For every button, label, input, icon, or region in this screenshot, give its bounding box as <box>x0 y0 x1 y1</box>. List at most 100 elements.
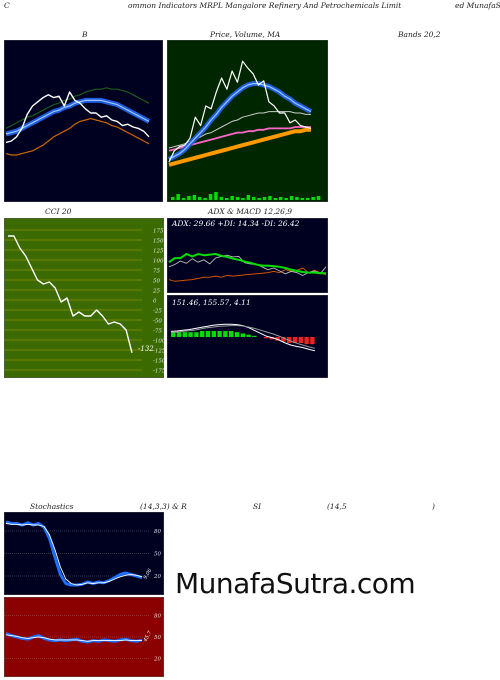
cci-tick-label: -150 <box>153 359 164 365</box>
macd-hist-bar <box>298 337 303 343</box>
macd-hist-bar <box>234 332 240 337</box>
macd-hist-bar <box>304 337 309 345</box>
stoch-tick-label: 50 <box>154 552 161 558</box>
cci-tick-label: 25 <box>152 289 160 295</box>
volume-bar <box>268 196 272 200</box>
macd-hist-bar <box>171 332 176 337</box>
cci-tick-label: 150 <box>153 239 164 245</box>
cci-tick-label: -175 <box>153 369 164 375</box>
stoch-k-line <box>5 520 143 587</box>
rsi-tick-label: 20 <box>153 657 161 663</box>
cci-tick-label: -50 <box>153 319 162 325</box>
cci-tick-label: 0 <box>153 299 157 305</box>
stoch-tick-label: 20 <box>153 574 161 580</box>
volume-bar <box>262 197 267 200</box>
volume-bar <box>230 196 234 200</box>
volume-bar <box>181 198 186 200</box>
cci-tick-label: 75 <box>153 269 160 275</box>
macd-hist-bar <box>211 331 216 337</box>
rsi-params: (14,5 <box>327 502 347 511</box>
macd-hist-bar <box>229 331 234 337</box>
cci-last-label: -132 <box>138 345 154 353</box>
cci-tick-label: -75 <box>153 329 162 335</box>
macd-hist-bar <box>292 337 298 343</box>
ma-blue-line <box>168 82 312 160</box>
rsi-params-close: ) <box>432 502 435 511</box>
bb-upper-line <box>5 87 150 129</box>
rsi-chart: 80 50 20 45.7 <box>4 597 164 677</box>
bands-title-b: B <box>82 30 88 39</box>
stoch-d-line <box>5 523 143 586</box>
cci-tick-label: 50 <box>153 279 160 285</box>
cci-title: CCI 20 <box>45 207 72 216</box>
volume-bar <box>311 197 315 200</box>
volume-bar <box>214 192 218 200</box>
macd-hist-bar <box>263 337 269 339</box>
macd-hist-bar <box>188 332 193 337</box>
rsi-tick-label: 80 <box>154 613 161 619</box>
cci-tick-label: 100 <box>153 259 164 265</box>
macd-hist-bar <box>269 337 274 340</box>
macd-hist-bar <box>240 333 245 337</box>
price-volume-title: Price, Volume, MA <box>210 30 281 39</box>
macd-signal-line <box>170 325 316 349</box>
cci-tick-label: -100 <box>153 339 164 345</box>
volume-bar <box>219 197 224 200</box>
volume-bar <box>284 198 288 200</box>
volume-bar <box>289 196 294 200</box>
cci-tick-label: 125 <box>153 249 164 255</box>
rsi-tick-label: 50 <box>154 635 161 641</box>
macd-hist-bar <box>252 335 257 337</box>
volume-bar <box>306 198 310 200</box>
cci-tick-label: -25 <box>153 309 162 315</box>
volume-bar <box>279 197 283 200</box>
plus-di-line <box>168 254 327 276</box>
macd-hist-bar <box>246 334 251 337</box>
adx-chart <box>167 218 328 293</box>
stoch-last-label: 9.06 <box>143 567 154 580</box>
price-bg <box>167 40 328 202</box>
bb-lower-line <box>5 117 150 156</box>
adx-values: ADX: 29.66 +DI: 14.34 -DI: 26.42 <box>172 219 300 228</box>
macd-hist-bar <box>310 337 315 345</box>
volume-bar <box>295 197 299 200</box>
volume-bar <box>235 197 240 200</box>
macd-hist-bar <box>182 332 187 337</box>
volume-bar <box>171 197 175 200</box>
macd-hist-bar <box>275 337 280 341</box>
stochastics-chart: 80 50 20 9.06 <box>4 512 164 595</box>
volume-bar <box>241 198 245 200</box>
cci-line <box>8 235 133 353</box>
site-name: ed MunafaSutr <box>455 1 500 10</box>
volume-bar <box>300 198 305 200</box>
macd-hist-bar <box>217 331 222 337</box>
volume-bar <box>187 196 191 200</box>
minus-di-line <box>168 267 327 282</box>
rsi-last-label: 45.7 <box>142 630 154 644</box>
page-title: ommon Indicators MRPL Mangalore Refinery… <box>128 1 402 10</box>
macd-values: 151.46, 155.57, 4.11 <box>172 298 251 307</box>
macd-hist-bar <box>194 332 199 337</box>
macd-hist-bar <box>200 331 205 337</box>
stoch-params: (14,3,3) & R <box>140 502 187 511</box>
volume-bar <box>252 197 256 200</box>
price-line <box>168 60 312 163</box>
volume-bar <box>257 198 261 200</box>
volume-bar <box>198 197 202 200</box>
adx-line <box>168 253 326 275</box>
volume-bar <box>316 196 321 200</box>
rsi-title-si: SI <box>253 502 262 511</box>
bb-price-line <box>5 91 150 144</box>
macd-hist-bar <box>205 331 211 337</box>
ma-orange-line <box>168 127 311 167</box>
cci-bg <box>4 218 164 378</box>
cci-tick-label: -125 <box>153 349 164 355</box>
volume-bar <box>246 195 251 200</box>
cci-chart: 175 150 125 100 75 50 25 0 -25 -50 -75 -100 -125 -150… <box>4 218 164 378</box>
price-volume-chart <box>167 40 328 202</box>
watermark: MunafaSutra.com <box>175 567 416 600</box>
adx-macd-title: ADX & MACD 12,26,9 <box>208 207 293 216</box>
stoch-title: Stochastics <box>30 502 74 511</box>
volume-bar <box>273 198 278 200</box>
macd-hist-bar <box>223 331 228 337</box>
